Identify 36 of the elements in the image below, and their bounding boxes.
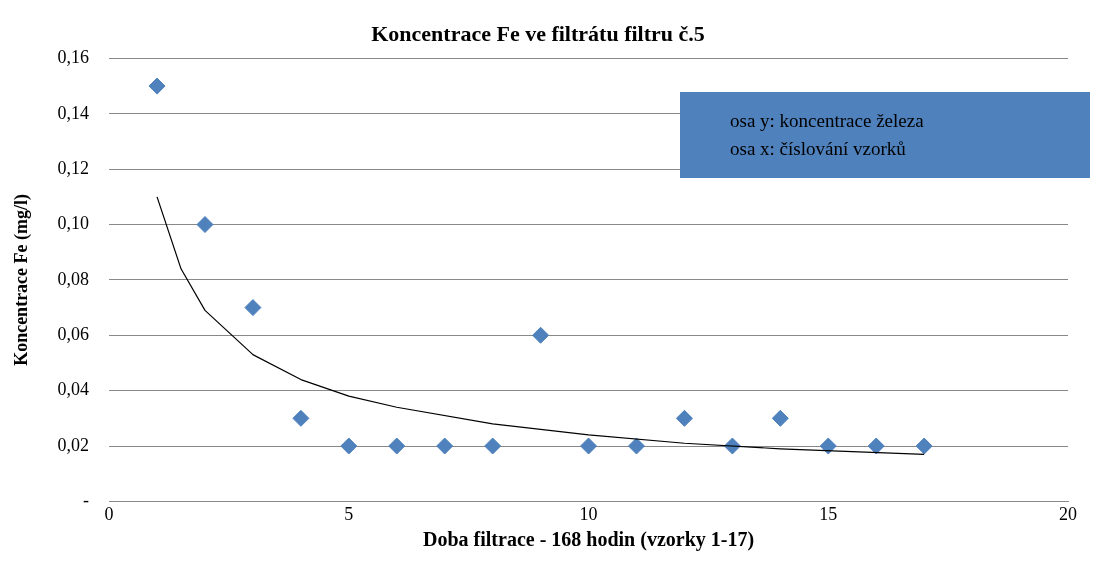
y-tick-label: 0,12 xyxy=(57,157,90,178)
x-tick-label: 5 xyxy=(344,503,354,524)
x-axis-title: Doba filtrace - 168 hodin (vzorky 1-17) xyxy=(423,528,755,552)
annotation: osa x: číslování vzorků xyxy=(730,138,907,160)
y-tick-label: 0,02 xyxy=(57,434,90,455)
point xyxy=(867,437,885,455)
point xyxy=(436,437,454,455)
chart-title: Koncentrace Fe ve filtrátu filtru č.5 xyxy=(371,20,705,46)
point xyxy=(580,437,598,455)
y-tick-label: - xyxy=(83,490,90,511)
point xyxy=(675,409,693,427)
x-tick-label: 15 xyxy=(819,503,838,524)
point xyxy=(196,216,214,234)
point xyxy=(819,437,837,455)
y-tick-label: 0,04 xyxy=(57,379,90,400)
x-tick-label: 0 xyxy=(104,503,114,524)
point xyxy=(532,326,550,344)
y-tick-label: 0,14 xyxy=(57,102,90,123)
point xyxy=(292,409,310,427)
y-tick-label: 0,08 xyxy=(57,268,90,289)
point xyxy=(244,299,262,317)
x-tick-label: 20 xyxy=(1059,503,1077,524)
y-tick-label: 0,16 xyxy=(57,47,90,68)
point xyxy=(628,437,645,455)
y-tick-label: 0,10 xyxy=(57,213,90,234)
point xyxy=(484,437,502,455)
note-box: osa y: koncentrace železa osa x: číslování vzorků xyxy=(680,92,1090,178)
annotation: osa y: koncentrace železa xyxy=(730,110,925,132)
x-tick-label: 10 xyxy=(579,503,598,524)
point xyxy=(148,77,166,95)
y-tick-label: 0,06 xyxy=(57,324,90,345)
point xyxy=(771,409,789,427)
point xyxy=(915,437,933,455)
point xyxy=(340,437,358,455)
y-axis-title: Koncentrace Fe (mg/l) xyxy=(11,193,33,366)
point xyxy=(388,437,406,455)
